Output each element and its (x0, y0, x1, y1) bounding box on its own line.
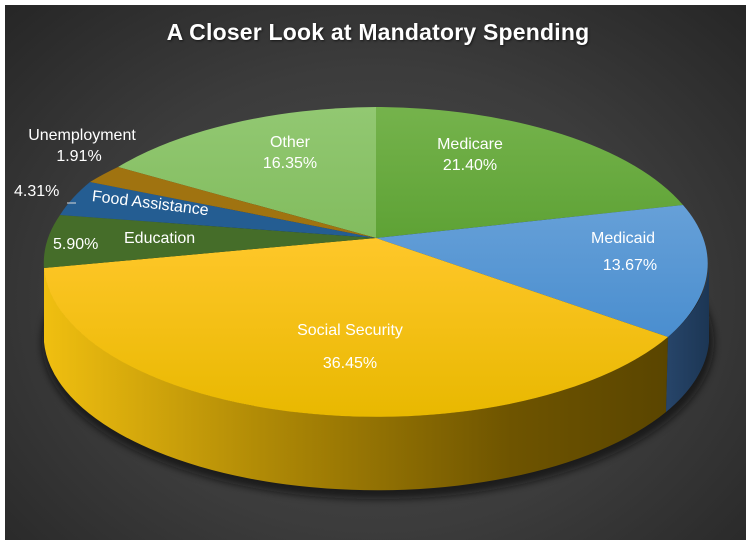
slice-food-assistance[interactable] (60, 182, 376, 238)
slice-side-medicaid (666, 265, 709, 412)
label-social-security-name: Social Security (297, 322, 403, 339)
label-medicare-name: Medicare (437, 136, 503, 153)
slice-medicaid[interactable] (376, 205, 708, 337)
slice-medicare[interactable] (376, 107, 683, 238)
slice-side-social-security (44, 265, 668, 491)
label-medicaid-value: 13.67% (602, 257, 658, 274)
label-education-value: 5.90% (53, 236, 99, 253)
label-food-value: 4.31% (14, 183, 60, 200)
slice-education[interactable] (43, 215, 376, 268)
label-medicaid-name: Medicaid (590, 230, 656, 247)
label-unemployment: Unemployment 1.91% (14, 125, 150, 167)
label-social-security: Social Security 36.45% (280, 320, 420, 374)
label-education-name: Education (124, 230, 196, 247)
slice-social-security[interactable] (44, 238, 668, 417)
slice-other[interactable] (118, 107, 376, 238)
chart-title: A Closer Look at Mandatory Spending (166, 19, 590, 45)
label-medicare: Medicare 21.40% (420, 134, 520, 176)
label-social-security-value: 36.45% (322, 355, 378, 372)
label-other-name: Other (269, 134, 310, 151)
slice-unemployment[interactable] (90, 167, 376, 238)
label-medicaid: Medicaid 13.67% (578, 228, 668, 276)
label-unemployment-name: Unemployment (28, 127, 136, 144)
label-medicare-value: 21.40% (442, 157, 498, 174)
label-unemployment-value: 1.91% (56, 148, 102, 165)
label-other: Other 16.35% (250, 132, 330, 174)
label-other-value: 16.35% (262, 155, 318, 172)
